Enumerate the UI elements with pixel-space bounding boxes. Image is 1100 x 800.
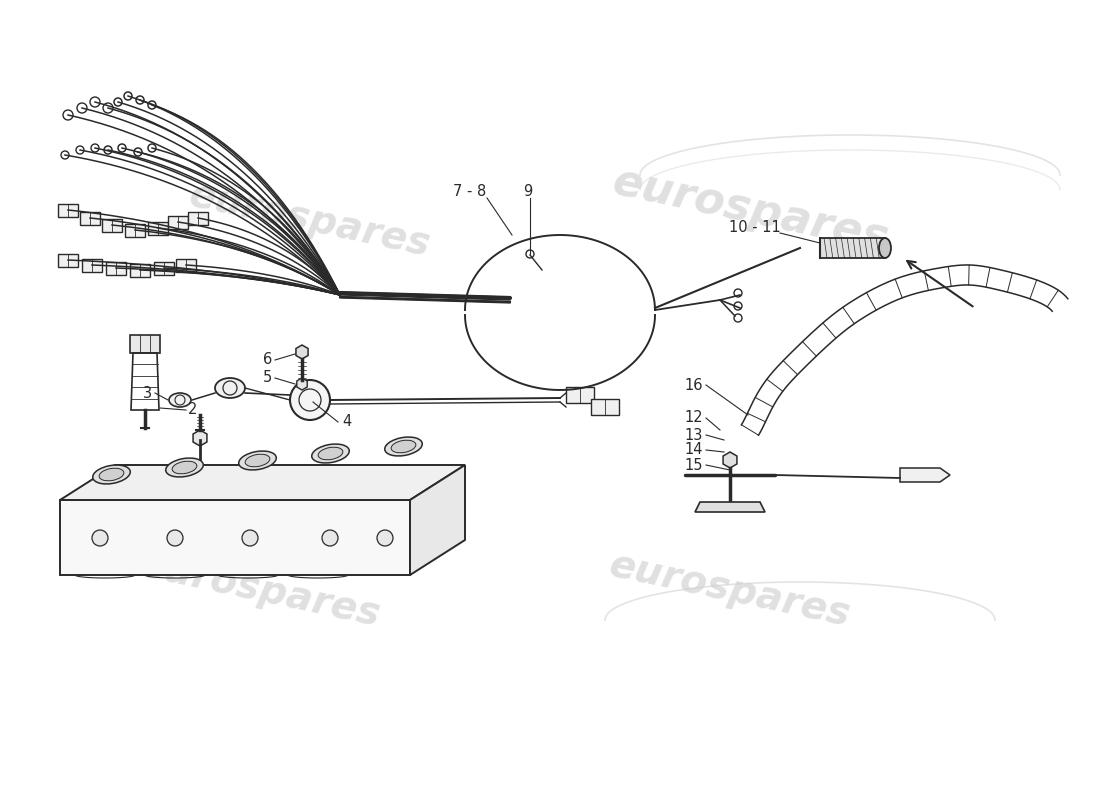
Ellipse shape [318, 447, 343, 460]
Ellipse shape [166, 458, 204, 477]
Ellipse shape [214, 378, 245, 398]
Circle shape [734, 302, 742, 310]
Bar [58, 254, 78, 266]
Ellipse shape [392, 440, 416, 453]
Text: 14: 14 [684, 442, 703, 458]
Ellipse shape [879, 238, 891, 258]
Text: 1: 1 [168, 465, 178, 479]
Text: 9: 9 [524, 185, 532, 199]
Ellipse shape [311, 444, 350, 463]
Circle shape [242, 530, 258, 546]
Circle shape [377, 530, 393, 546]
Bar [820, 238, 886, 258]
Polygon shape [131, 353, 160, 410]
Text: eurospares: eurospares [186, 176, 434, 264]
Text: eurospares: eurospares [136, 546, 384, 634]
Text: 16: 16 [684, 378, 703, 393]
Text: 12: 12 [684, 410, 703, 426]
Bar [130, 263, 150, 277]
Polygon shape [60, 465, 465, 500]
Circle shape [92, 530, 108, 546]
Circle shape [103, 103, 113, 113]
Text: eurospares: eurospares [606, 546, 854, 634]
Bar [125, 223, 145, 237]
Text: 5: 5 [263, 370, 272, 386]
Text: 10 - 11: 10 - 11 [729, 221, 781, 235]
Bar [102, 218, 122, 231]
Circle shape [91, 144, 99, 152]
FancyBboxPatch shape [130, 335, 159, 353]
Ellipse shape [239, 451, 276, 470]
Ellipse shape [385, 437, 422, 456]
Bar [148, 222, 168, 234]
Bar [566, 387, 594, 403]
Text: 6: 6 [263, 353, 272, 367]
Ellipse shape [169, 393, 191, 407]
Text: 4: 4 [342, 414, 351, 430]
Circle shape [734, 314, 742, 322]
Bar [58, 203, 78, 217]
Bar [591, 399, 619, 415]
Circle shape [734, 289, 742, 297]
Bar [80, 211, 100, 225]
Bar [106, 262, 127, 274]
Polygon shape [60, 500, 410, 575]
Circle shape [77, 103, 87, 113]
Text: 15: 15 [684, 458, 703, 473]
Circle shape [290, 380, 330, 420]
Circle shape [167, 530, 183, 546]
Circle shape [63, 110, 73, 120]
Circle shape [322, 530, 338, 546]
Circle shape [90, 97, 100, 107]
Polygon shape [410, 465, 465, 575]
Text: 13: 13 [684, 427, 703, 442]
Text: 3: 3 [143, 386, 152, 401]
Polygon shape [900, 468, 950, 482]
Circle shape [526, 250, 534, 258]
Circle shape [60, 151, 69, 159]
Ellipse shape [99, 468, 124, 481]
Text: eurospares: eurospares [608, 160, 892, 260]
Bar [176, 258, 196, 271]
Text: 2: 2 [188, 402, 197, 418]
Ellipse shape [92, 465, 130, 484]
Polygon shape [695, 502, 764, 512]
Circle shape [76, 146, 84, 154]
Text: 7 - 8: 7 - 8 [453, 185, 486, 199]
Bar [154, 262, 174, 274]
Ellipse shape [172, 462, 197, 474]
Bar [82, 258, 102, 271]
Bar [188, 211, 208, 225]
Bar [168, 215, 188, 229]
Ellipse shape [245, 454, 270, 466]
